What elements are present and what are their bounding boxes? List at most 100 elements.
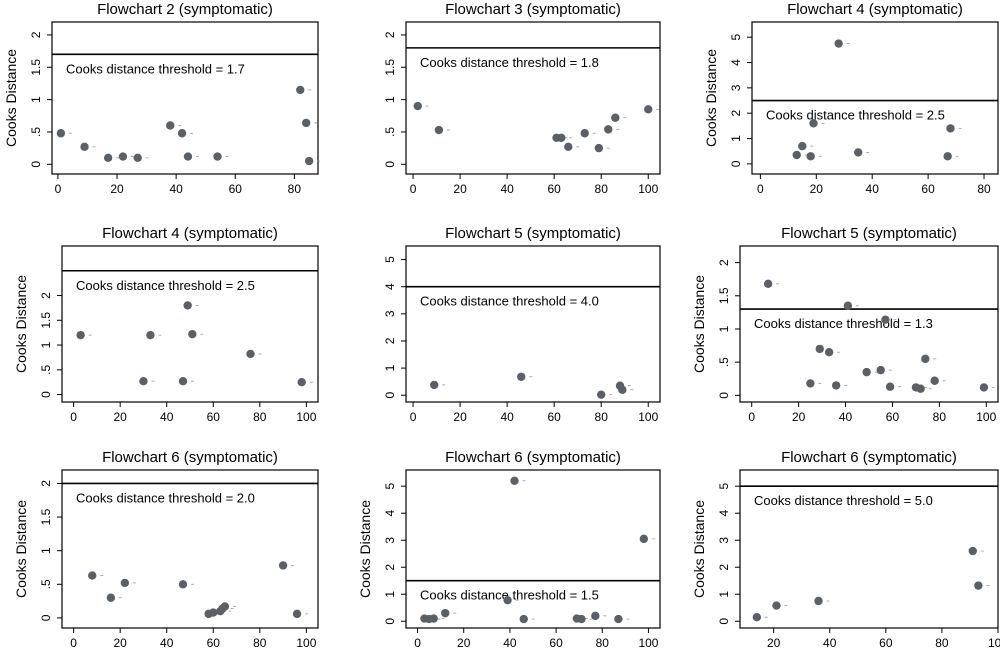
data-point — [183, 152, 193, 161]
panel-title: Flowchart 5 (symptomatic) — [445, 225, 621, 242]
y-tick-label: 1 — [29, 96, 43, 103]
x-tick-label: 20 — [114, 410, 128, 424]
scatter-panel-4: Flowchart 4 (symptomatic) Cooks Distance 0… — [13, 225, 319, 424]
plot-frame — [405, 469, 661, 629]
data-point — [604, 125, 613, 134]
y-tick-label: 1 — [717, 591, 731, 598]
x-tick-label: 40 — [500, 182, 514, 196]
y-tick-label: 0 — [383, 161, 397, 168]
y-tick-label: 2 — [383, 564, 397, 571]
data-point — [220, 602, 230, 611]
data-point — [618, 385, 627, 394]
panel-title: Flowchart 6 (symptomatic) — [445, 449, 621, 466]
panel-title: Flowchart 5 (symptomatic) — [781, 225, 957, 242]
data-point — [639, 534, 649, 544]
x-tick-label: 0 — [410, 410, 417, 424]
data-point — [441, 608, 450, 618]
plot-frame — [61, 469, 319, 629]
panel-title: Flowchart 3 (symptomatic) — [445, 1, 621, 18]
scatter-panel-1: Flowchart 2 (symptomatic) Cooks Distance 0… — [3, 1, 321, 196]
data-point — [862, 367, 871, 377]
data-point — [166, 121, 175, 130]
data-point — [772, 601, 781, 610]
x-tick-label: 80 — [933, 410, 947, 424]
data-point — [106, 593, 116, 602]
y-tick-label: .5 — [39, 364, 53, 374]
x-tick-label: 100 — [296, 410, 316, 424]
data-point — [510, 476, 519, 486]
y-tick-label: 4 — [729, 59, 743, 66]
panel-title: Flowchart 6 (symptomatic) — [781, 449, 957, 466]
data-point — [974, 581, 983, 590]
x-tick-label: 80 — [935, 636, 949, 650]
y-tick-label: 3 — [729, 84, 743, 91]
data-point — [854, 148, 863, 157]
data-point — [831, 381, 841, 390]
x-tick-label: 100 — [638, 636, 658, 650]
y-tick-label: 4 — [717, 510, 731, 517]
y-tick-label: 4 — [383, 283, 397, 290]
data-point — [564, 142, 573, 152]
plot-frame — [739, 469, 999, 629]
x-tick-label: 40 — [500, 410, 514, 424]
data-point — [644, 105, 653, 114]
y-tick-label: 1.5 — [383, 59, 397, 76]
y-tick-label: 0 — [717, 392, 731, 399]
x-tick-label: 80 — [288, 182, 302, 196]
x-tick-label: 80 — [253, 636, 267, 650]
panel-title: Flowchart 4 (symptomatic) — [787, 1, 963, 18]
plot-frame — [739, 245, 999, 403]
data-point — [557, 133, 566, 142]
data-point — [614, 614, 623, 624]
plot-frame — [61, 245, 319, 403]
scatter-panel-7: Flowchart 6 (symptomatic) Cooks Distance 0… — [13, 449, 319, 650]
y-tick-label: 0 — [39, 614, 53, 621]
y-tick-label: 5 — [383, 483, 397, 490]
data-point — [594, 143, 604, 153]
y-tick-label: 2 — [383, 31, 397, 38]
panel-title: Flowchart 2 (symptomatic) — [97, 1, 273, 18]
data-point — [577, 614, 586, 624]
data-point — [881, 315, 890, 324]
y-tick-label: .5 — [383, 127, 397, 137]
y-tick-label: 3 — [717, 537, 731, 544]
data-point — [517, 372, 526, 381]
y-axis-label: Cooks Distance — [703, 49, 719, 147]
x-tick-label: 20 — [457, 636, 471, 650]
data-point — [519, 614, 528, 624]
x-tick-label: 40 — [169, 182, 183, 196]
y-tick-label: 0 — [717, 618, 731, 625]
x-tick-label: 0 — [70, 410, 77, 424]
y-tick-label: 4 — [383, 510, 397, 517]
x-tick-label: 40 — [823, 636, 837, 650]
x-tick-label: 40 — [866, 182, 880, 196]
data-point — [434, 125, 444, 135]
data-point — [597, 390, 606, 399]
y-tick-label: 5 — [729, 34, 743, 41]
x-tick-label: 0 — [70, 636, 77, 650]
data-point — [591, 611, 600, 621]
data-point — [246, 349, 255, 359]
x-tick-label: 20 — [114, 636, 128, 650]
y-axis-label: Cooks Distance — [691, 275, 707, 373]
scatter-panel-2: Flowchart 3 (symptomatic)0.511.520 20 40 60… — [383, 1, 661, 196]
data-point — [103, 153, 113, 163]
x-tick-label: 60 — [207, 410, 221, 424]
data-point — [921, 354, 930, 364]
data-point — [824, 348, 834, 357]
data-point — [118, 152, 128, 161]
data-point — [188, 329, 197, 339]
y-tick-label: 0 — [383, 392, 397, 399]
data-point — [798, 141, 807, 151]
data-point — [413, 101, 422, 111]
panel-title: Flowchart 4 (symptomatic) — [102, 225, 278, 242]
y-axis-label: Cooks Distance — [691, 500, 707, 598]
y-tick-label: 1 — [383, 364, 397, 371]
data-point — [178, 580, 188, 589]
x-tick-label: 60 — [549, 636, 563, 650]
data-point — [611, 113, 620, 122]
data-point — [76, 330, 85, 340]
y-tick-label: 0 — [29, 161, 43, 168]
scatter-panel-8: Flowchart 6 (symptomatic) Cooks Distance 0… — [357, 449, 661, 650]
x-tick-label: 20 — [453, 182, 467, 196]
